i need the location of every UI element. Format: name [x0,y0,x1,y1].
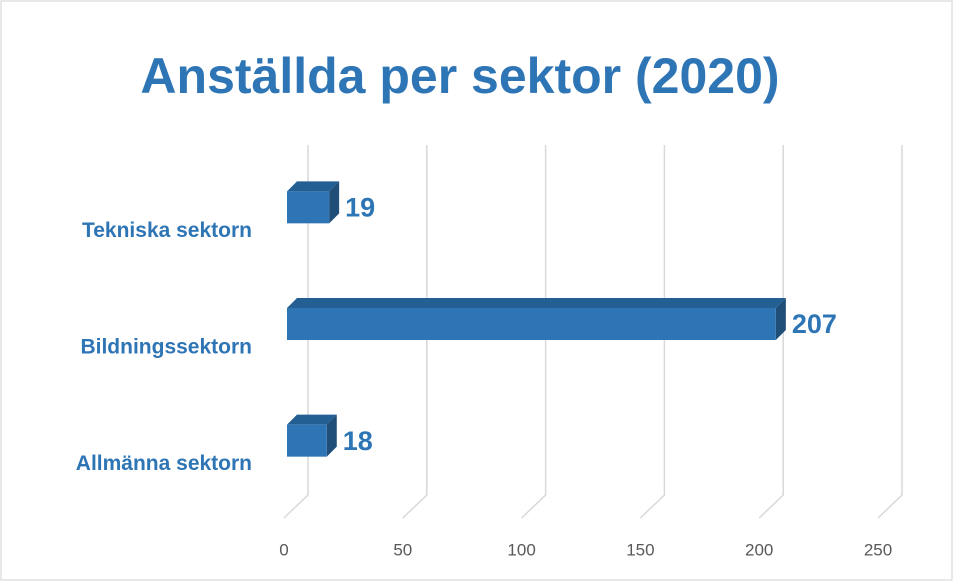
x-tick-label: 250 [864,540,892,559]
x-tick-label: 50 [393,540,412,559]
x-tick-label: 100 [507,540,535,559]
bar-side [326,414,337,457]
data-label: 19 [345,192,375,222]
data-label: 18 [343,426,373,456]
x-tick-label: 200 [745,540,773,559]
bar-side [329,181,340,224]
y-tick-label: Allmänna sektorn [76,452,252,475]
bar [287,424,327,457]
x-tick-label: 0 [279,540,288,559]
bar [287,308,776,340]
x-tick-label: 150 [626,540,654,559]
bar-top [287,298,786,308]
y-tick-label: Bildningssektorn [80,336,252,359]
grid-line [283,145,309,519]
grid-line [521,145,547,519]
grid-line [877,145,903,519]
bar-side [775,298,786,340]
data-label: 207 [792,309,837,339]
bar-top [287,414,337,425]
bar-top [287,181,340,192]
chart-title: Anställda per sektor (2020) [140,48,779,104]
grid-line [758,145,784,519]
bar [287,191,330,224]
grid-line [402,145,428,519]
y-tick-label: Tekniska sektorn [82,219,252,242]
grid-line [639,145,666,519]
